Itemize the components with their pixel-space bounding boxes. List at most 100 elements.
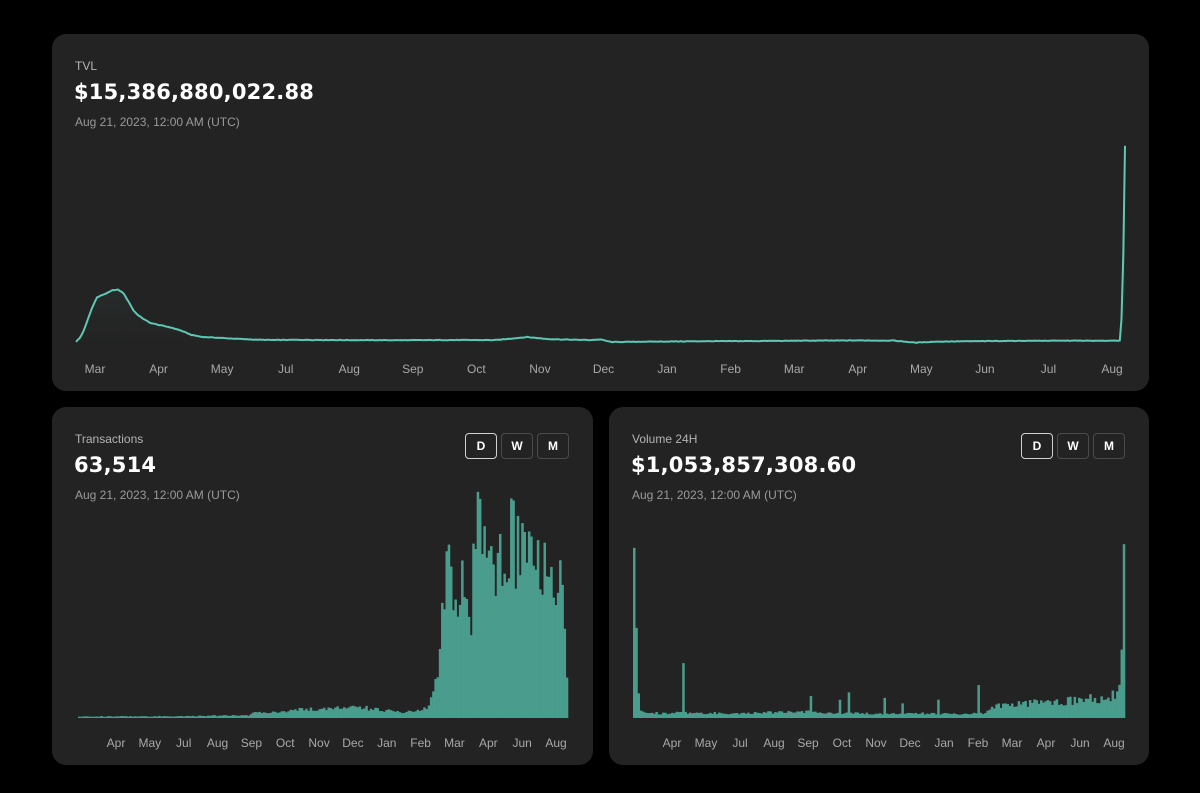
transactions-bar [198, 715, 201, 718]
volume-bar [809, 696, 813, 718]
transactions-bar [285, 712, 288, 718]
volume-bar [1116, 691, 1119, 718]
volume-bar [782, 712, 786, 718]
transactions-bar [162, 716, 166, 718]
transactions-bar [216, 716, 219, 718]
transactions-bar [218, 715, 221, 718]
volume-bar [930, 712, 933, 718]
volume-bar [856, 712, 860, 718]
volume-bar [807, 710, 810, 718]
volume-bar [668, 713, 672, 718]
transactions-bar [225, 715, 228, 718]
volume-bar [760, 713, 764, 718]
volume-bar [1048, 701, 1052, 718]
transactions-bar [142, 716, 146, 718]
volume-bar [637, 693, 641, 718]
transactions-bar [360, 709, 364, 718]
transactions-bar [414, 711, 417, 718]
volume-bar [1089, 694, 1092, 718]
transactions-chart[interactable]: Apr May Jul Aug Sep Oct Nov Dec Jan Feb Mar Apr Jun A… [52, 407, 593, 765]
volume-bar [858, 713, 862, 718]
transactions-tick-label: Feb [410, 736, 431, 750]
transactions-bar [138, 716, 141, 718]
transactions-month-button[interactable]: M [537, 433, 569, 459]
volume-bar [697, 712, 701, 718]
transactions-bar [334, 707, 337, 718]
volume-bar [986, 710, 989, 718]
tvl-tick-label: Aug [1101, 362, 1122, 376]
transactions-bar [193, 716, 197, 718]
volume-bar [885, 713, 889, 718]
volume-bar [849, 712, 853, 718]
volume-bar [747, 712, 750, 718]
tvl-tick-label: Jan [657, 362, 676, 376]
transactions-bar [196, 716, 199, 718]
transactions-bar [124, 716, 128, 718]
transactions-bar [423, 707, 426, 718]
volume-bar [767, 711, 770, 718]
transactions-bar [140, 716, 143, 718]
volume-bar [995, 704, 998, 718]
volume-bar [711, 713, 714, 718]
volume-bar [764, 712, 768, 718]
transactions-bar [189, 716, 192, 718]
volume-bar [1111, 690, 1115, 718]
transactions-bar [207, 715, 210, 718]
volume-bar [899, 713, 902, 718]
transactions-bar [311, 710, 315, 718]
volume-bar [648, 713, 652, 718]
volume-tick-label: Mar [1002, 736, 1023, 750]
transactions-bar [565, 677, 569, 718]
transactions-bar [78, 716, 81, 718]
transactions-bar [505, 582, 509, 718]
transactions-bar [242, 715, 246, 718]
transactions-bar [429, 697, 433, 718]
volume-chart[interactable]: Apr May Jul Aug Sep Oct Nov Dec Jan Feb Mar Apr Jun A… [609, 407, 1149, 765]
volume-bar [832, 713, 835, 718]
tvl-tick-label: Sep [402, 362, 424, 376]
tvl-card: TVL $15,386,880,022.88 Aug 21, 2023, 12:… [52, 34, 1149, 391]
transactions-bar [287, 711, 290, 718]
transactions-bar [485, 557, 489, 718]
transactions-bar [340, 708, 344, 718]
volume-bar [827, 712, 831, 718]
tvl-tick-label: May [211, 362, 234, 376]
transactions-bar [514, 588, 518, 718]
transactions-bar [503, 573, 506, 718]
volume-bar [749, 713, 752, 718]
volume-bar [780, 711, 784, 718]
transactions-bar [176, 716, 179, 718]
transactions-bar [147, 716, 150, 718]
transactions-week-button[interactable]: W [501, 433, 533, 459]
volume-bar [919, 713, 922, 718]
transactions-bar [325, 710, 328, 718]
transactions-bar [483, 526, 486, 718]
transactions-bar [318, 709, 322, 718]
volume-bar [738, 714, 741, 718]
transactions-bar [550, 566, 553, 718]
volume-bar [682, 663, 685, 718]
volume-bar [854, 712, 857, 718]
transactions-day-button[interactable]: D [465, 433, 497, 459]
transactions-bar [345, 708, 348, 718]
transactions-bar [331, 709, 335, 718]
volume-bar [939, 714, 942, 718]
volume-month-button[interactable]: M [1093, 433, 1125, 459]
volume-week-button[interactable]: W [1057, 433, 1089, 459]
tvl-tick-label: Oct [467, 362, 486, 376]
volume-bar [932, 712, 936, 718]
volume-bar [650, 712, 654, 718]
transactions-bar [351, 705, 355, 718]
volume-bar [990, 706, 994, 718]
transactions-bar [458, 604, 462, 718]
transactions-bar [387, 709, 391, 718]
volume-day-button[interactable]: D [1021, 433, 1053, 459]
tvl-chart[interactable]: Mar Apr May Jul Aug Sep Oct Nov Dec Jan Feb Mar Apr M… [52, 34, 1149, 391]
transactions-bar [173, 716, 177, 718]
volume-bar [715, 714, 719, 718]
transactions-bar [392, 711, 395, 718]
transactions-tick-label: Mar [444, 736, 465, 750]
volume-bar [950, 714, 954, 718]
transactions-bar [144, 716, 148, 718]
transactions-bar [338, 708, 342, 718]
